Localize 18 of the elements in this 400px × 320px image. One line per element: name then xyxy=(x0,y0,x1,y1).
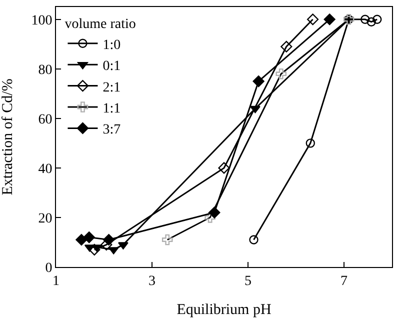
x-tick-label: 3 xyxy=(148,274,156,289)
x-axis-title: Equilibrium pH xyxy=(176,302,272,318)
legend-title: volume ratio xyxy=(64,16,136,32)
y-tick-label: 0 xyxy=(45,260,52,276)
legend-label: 0:1 xyxy=(102,59,121,74)
x-tick-label: 7 xyxy=(340,274,348,289)
y-tick-label: 80 xyxy=(38,62,52,78)
legend-label: 1:1 xyxy=(102,101,121,116)
y-tick-label: 100 xyxy=(31,13,52,28)
y-tick-label: 20 xyxy=(38,211,52,226)
legend-label: 1:0 xyxy=(102,38,121,53)
y-axis-title: Extraction of Cd/% xyxy=(0,78,16,196)
y-tick-label: 40 xyxy=(38,162,52,177)
x-tick-label: 5 xyxy=(244,274,252,289)
y-tick-label: 60 xyxy=(38,112,52,128)
legend-label: 3:7 xyxy=(102,122,121,138)
x-tick-label: 1 xyxy=(52,274,60,289)
legend-label: 2:1 xyxy=(102,80,121,96)
